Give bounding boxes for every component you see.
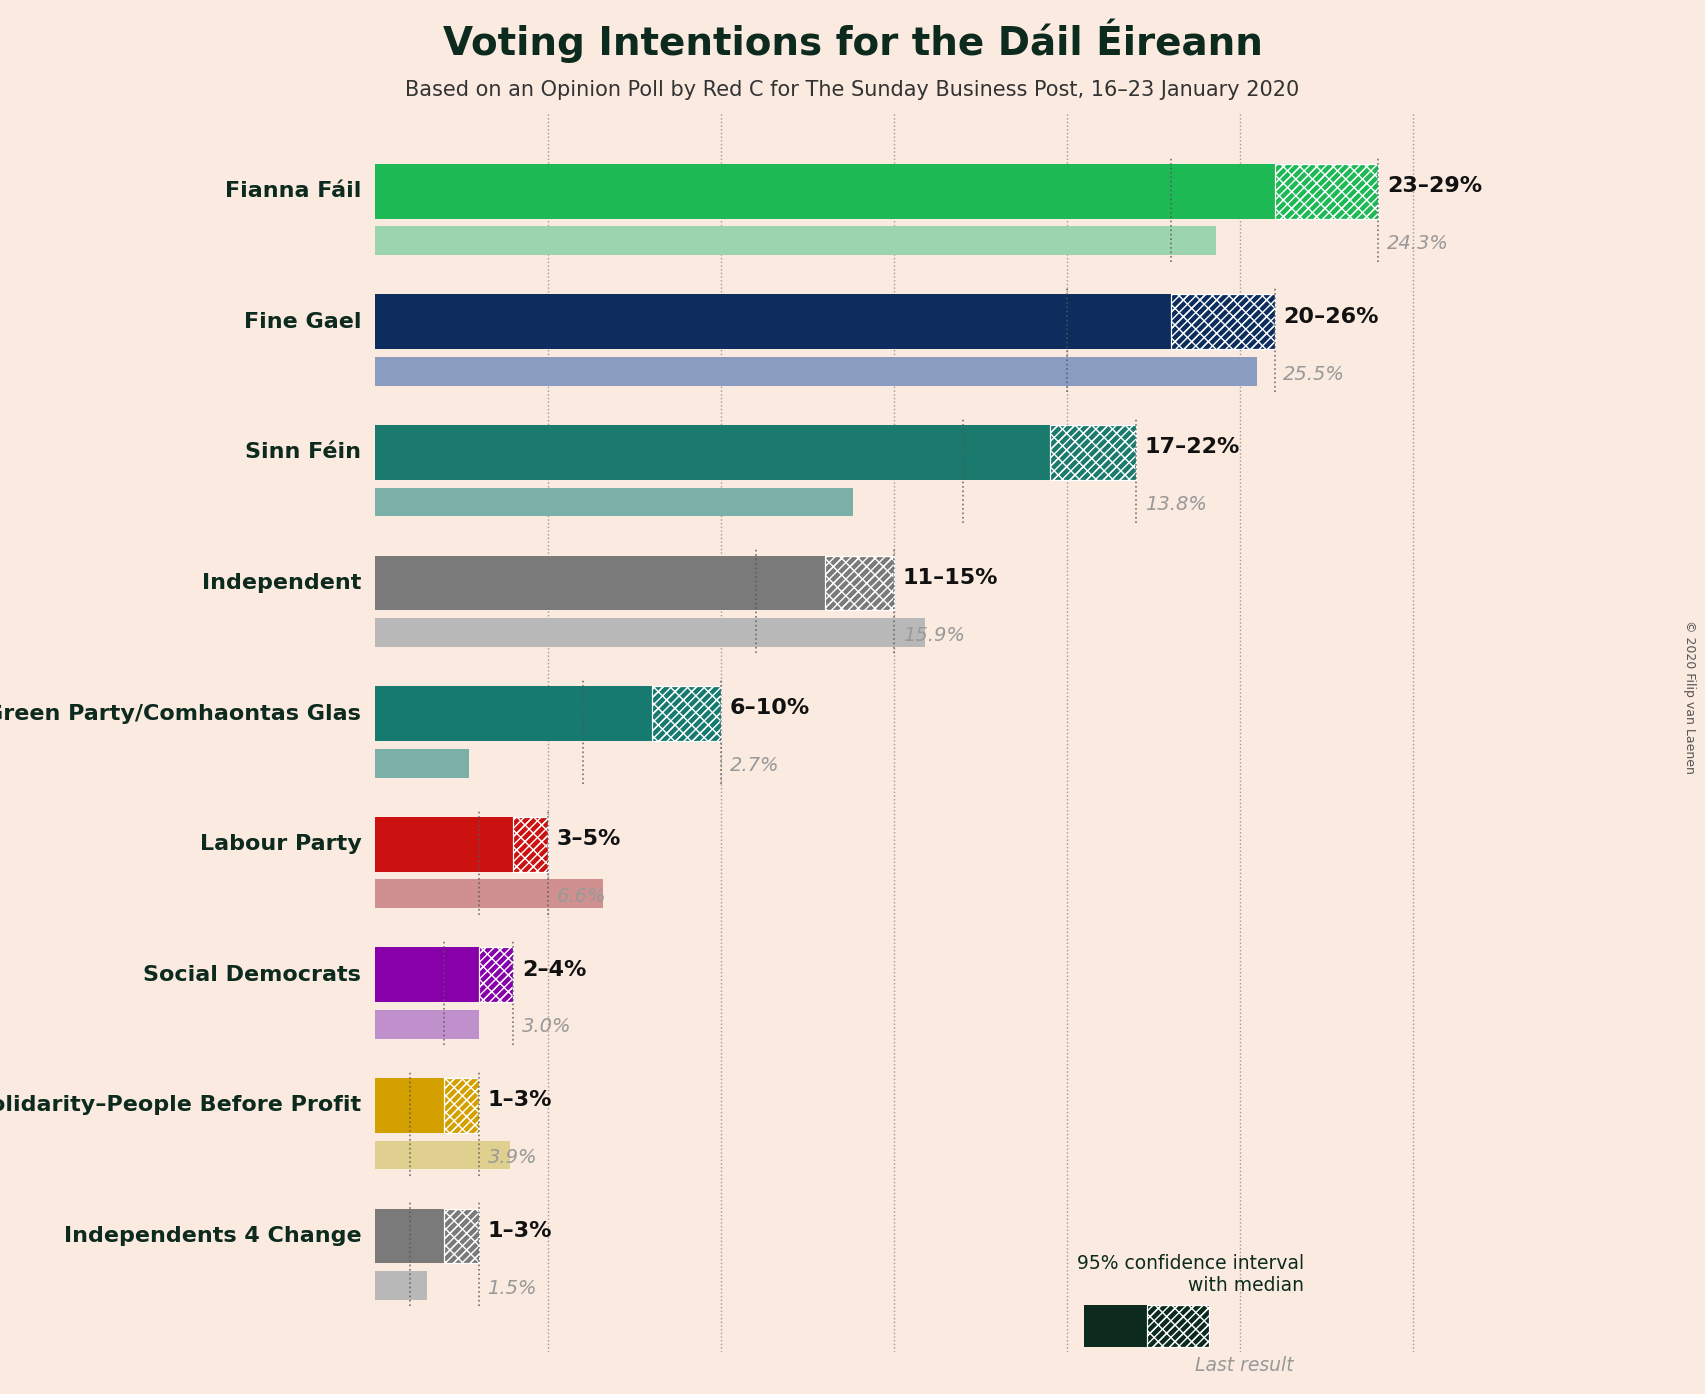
Text: 25.5%: 25.5%: [1284, 364, 1345, 383]
Bar: [1146, 1305, 1209, 1347]
Text: Fine Gael: Fine Gael: [244, 312, 361, 332]
Bar: [445, 1078, 479, 1133]
Text: © 2020 Filip van Laenen: © 2020 Filip van Laenen: [1683, 620, 1696, 774]
Bar: [1275, 163, 1378, 219]
Text: Sinn Féin: Sinn Féin: [246, 442, 361, 463]
Bar: [1171, 294, 1275, 350]
Text: 23–29%: 23–29%: [1386, 176, 1482, 197]
Text: 1.5%: 1.5%: [488, 1278, 537, 1298]
Bar: [1050, 425, 1136, 480]
Bar: [375, 1209, 445, 1263]
Text: Fianna Fáil: Fianna Fáil: [225, 181, 361, 201]
Bar: [375, 948, 479, 1002]
Bar: [375, 817, 513, 871]
Text: Last result: Last result: [1195, 1356, 1294, 1374]
Text: 3–5%: 3–5%: [558, 829, 621, 849]
Text: 24.3%: 24.3%: [1386, 234, 1449, 252]
Bar: [513, 817, 547, 871]
Text: 13.8%: 13.8%: [1144, 495, 1207, 514]
Bar: [445, 1209, 479, 1263]
Text: 1–3%: 1–3%: [488, 1090, 552, 1110]
Bar: [445, 1209, 479, 1263]
Bar: [479, 948, 513, 1002]
Text: 6.6%: 6.6%: [558, 887, 607, 906]
Text: Labour Party: Labour Party: [199, 834, 361, 855]
Text: 1–3%: 1–3%: [488, 1221, 552, 1241]
Text: 3.0%: 3.0%: [522, 1018, 571, 1037]
Bar: [375, 294, 1171, 350]
Bar: [375, 1011, 479, 1039]
Bar: [1084, 1352, 1188, 1379]
Text: Green Party/Comhaontas Glas: Green Party/Comhaontas Glas: [0, 704, 361, 723]
Bar: [651, 686, 721, 742]
Bar: [1275, 163, 1378, 219]
Bar: [375, 357, 1257, 386]
Bar: [825, 556, 893, 611]
Bar: [825, 556, 893, 611]
Bar: [375, 880, 604, 907]
Text: Independents 4 Change: Independents 4 Change: [63, 1225, 361, 1246]
Text: Solidarity–People Before Profit: Solidarity–People Before Profit: [0, 1096, 361, 1115]
Text: 3.9%: 3.9%: [488, 1149, 537, 1167]
Bar: [651, 686, 721, 742]
Text: 15.9%: 15.9%: [902, 626, 965, 644]
Text: 17–22%: 17–22%: [1144, 438, 1240, 457]
Bar: [375, 556, 825, 611]
Text: 2–4%: 2–4%: [522, 959, 587, 980]
Bar: [375, 1140, 510, 1170]
Bar: [375, 618, 926, 647]
Text: Social Democrats: Social Democrats: [143, 965, 361, 984]
Text: Independent: Independent: [201, 573, 361, 592]
Text: 6–10%: 6–10%: [730, 698, 810, 718]
Bar: [375, 163, 1275, 219]
Text: 20–26%: 20–26%: [1284, 307, 1379, 326]
Bar: [375, 749, 469, 778]
Bar: [375, 686, 651, 742]
Bar: [375, 488, 852, 516]
Text: Based on an Opinion Poll by Red C for The Sunday Business Post, 16–23 January 20: Based on an Opinion Poll by Red C for Th…: [406, 81, 1299, 100]
Text: 11–15%: 11–15%: [902, 567, 997, 588]
Bar: [375, 226, 1216, 255]
Text: 95% confidence interval
with median: 95% confidence interval with median: [1078, 1253, 1304, 1295]
Bar: [1084, 1305, 1146, 1347]
Bar: [375, 1078, 445, 1133]
Bar: [1050, 425, 1136, 480]
Text: 2.7%: 2.7%: [730, 757, 779, 775]
Bar: [1171, 294, 1275, 350]
Bar: [375, 1271, 426, 1301]
Bar: [445, 1078, 479, 1133]
Bar: [1146, 1305, 1209, 1347]
Bar: [375, 425, 1050, 480]
Bar: [479, 948, 513, 1002]
Bar: [513, 817, 547, 871]
Text: Voting Intentions for the Dáil Éireann: Voting Intentions for the Dáil Éireann: [443, 18, 1262, 63]
